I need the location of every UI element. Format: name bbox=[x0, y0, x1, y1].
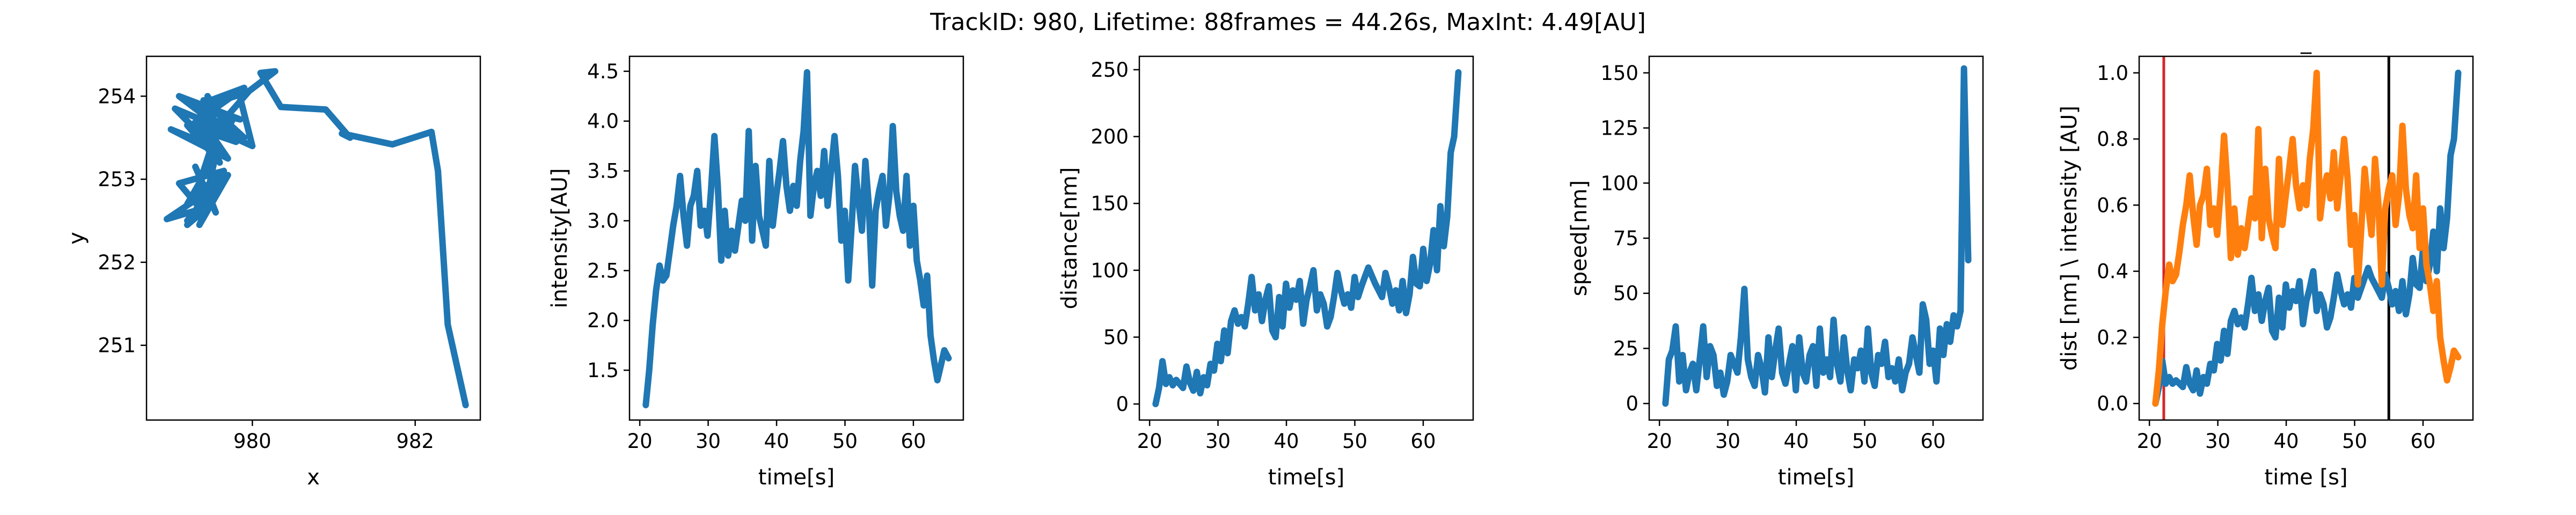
panel-2-ytick-label: 2.0 bbox=[587, 309, 619, 332]
panel-2-ytick-label: 4.0 bbox=[587, 110, 619, 133]
panel-2-ytick-label: 1.5 bbox=[587, 359, 619, 382]
panel-3-xtick-label: 50 bbox=[1342, 430, 1367, 453]
panel-1-xlabel: x bbox=[307, 465, 320, 490]
panel-4-ytick-label: 75 bbox=[1613, 227, 1638, 250]
panel-5-xlabel: time [s] bbox=[2264, 465, 2347, 490]
panel-5-ytick-label: 0.2 bbox=[2097, 326, 2128, 349]
panel-2-plot-area bbox=[642, 69, 952, 409]
panel-3-series-1-line bbox=[1152, 69, 1462, 408]
panel-3-ytick-label: 200 bbox=[1091, 126, 1129, 149]
panel-5-xtick-label: 60 bbox=[2410, 430, 2435, 453]
panel-4-ytick-label: 0 bbox=[1626, 392, 1638, 415]
panel-5-xtick-label: 30 bbox=[2205, 430, 2230, 453]
panel-3-ytick-label: 250 bbox=[1091, 58, 1129, 82]
panel-3-xtick-label: 40 bbox=[1274, 430, 1299, 453]
panel-5-ytick-label: 0.0 bbox=[2097, 392, 2128, 415]
panel-1-xtick-label: 982 bbox=[396, 430, 434, 453]
panel-4-ytick-label: 50 bbox=[1613, 282, 1638, 305]
panel-1-plot-area bbox=[163, 68, 469, 409]
panel-5-series-2-line bbox=[2152, 69, 2462, 407]
chart-panel-2: 20 30 40 50 60 1.5 2.0 2.5 3.0 3.5 4.0 4.5 time[s] in… bbox=[547, 55, 964, 490]
panel-5-xtick-label: 20 bbox=[2137, 430, 2162, 453]
panel-3-xlabel: time[s] bbox=[1268, 465, 1344, 490]
panel-3-xtick-label: 30 bbox=[1205, 430, 1231, 453]
panel-5-ytick-label: 0.6 bbox=[2097, 194, 2128, 217]
panel-2-xtick-label: 40 bbox=[764, 430, 789, 453]
panel-1-ylabel: y bbox=[64, 232, 89, 245]
panel-2-ylabel: intensity[AU] bbox=[547, 168, 572, 308]
panel-1-ytick-label: 251 bbox=[98, 334, 136, 357]
panel-2-xtick-label: 60 bbox=[901, 430, 926, 453]
panel-1-xtick-label: 980 bbox=[233, 430, 272, 453]
panels: 980 982 251 252 253 254 x y 20 30 40 50 60 1.5 2.0 2.5 3… bbox=[64, 30, 2474, 490]
panel-2-ytick-label: 3.5 bbox=[587, 160, 619, 183]
panel-2-xtick-label: 20 bbox=[627, 430, 653, 453]
figure-suptitle: TrackID: 980, Lifetime: 88frames = 44.26… bbox=[930, 9, 1646, 36]
panel-1-ytick-label: 253 bbox=[98, 168, 136, 191]
panel-5-title: _ bbox=[2300, 30, 2312, 54]
panel-3-ytick-label: 150 bbox=[1091, 192, 1129, 215]
panel-5-series-1-line bbox=[2152, 69, 2462, 407]
panel-2-ytick-label: 2.5 bbox=[587, 259, 619, 282]
panel-3-xtick-label: 20 bbox=[1137, 430, 1162, 453]
panel-3-plot-area bbox=[1152, 69, 1462, 408]
panel-3-ytick-label: 50 bbox=[1103, 326, 1129, 349]
panel-2-xtick-label: 50 bbox=[832, 430, 858, 453]
panel-2-xtick-label: 30 bbox=[696, 430, 721, 453]
panel-1-ytick-label: 252 bbox=[98, 251, 136, 274]
chart-panel-4: 20 30 40 50 60 0 25 50 75 100 125 150 time[s] speed[n… bbox=[1567, 55, 1984, 490]
panel-4-xtick-label: 50 bbox=[1852, 430, 1877, 453]
panel-5-ytick-label: 0.4 bbox=[2097, 260, 2128, 283]
panel-4-xtick-label: 20 bbox=[1647, 430, 1672, 453]
panel-1-frame bbox=[145, 55, 481, 421]
panel-2-xlabel: time[s] bbox=[758, 465, 835, 490]
panel-3-ytick-label: 0 bbox=[1116, 393, 1129, 416]
panel-4-series-1-line bbox=[1662, 65, 1972, 407]
panel-4-ylabel: speed[nm] bbox=[1567, 180, 1592, 296]
panel-2-ytick-label: 4.5 bbox=[587, 60, 619, 83]
panel-4-xtick-label: 40 bbox=[1783, 430, 1809, 453]
panel-5-ytick-label: 1.0 bbox=[2097, 62, 2128, 85]
panel-1-series-1-line bbox=[163, 68, 469, 409]
chart-panel-5: 20 30 40 50 60 0.0 0.2 0.4 0.6 0.8 1.0 time [s] dist… bbox=[2057, 30, 2474, 490]
panel-4-xtick-label: 30 bbox=[1715, 430, 1740, 453]
panel-3-ytick-label: 100 bbox=[1091, 259, 1129, 282]
panel-5-xtick-label: 50 bbox=[2342, 430, 2367, 453]
panel-4-ytick-label: 150 bbox=[1600, 62, 1638, 85]
panel-5-ytick-label: 0.8 bbox=[2097, 128, 2128, 151]
chart-panel-1: 980 982 251 252 253 254 x y bbox=[64, 55, 481, 490]
panel-4-plot-area bbox=[1662, 65, 1972, 407]
chart-panel-3: 20 30 40 50 60 0 50 100 150 200 250 time[s] distance… bbox=[1057, 55, 1474, 490]
panel-3-frame bbox=[1138, 55, 1474, 421]
panel-2-frame bbox=[628, 55, 964, 421]
panel-5-frame bbox=[2138, 55, 2474, 421]
panel-5-xtick-label: 40 bbox=[2273, 430, 2299, 453]
panel-5-plot-area bbox=[2152, 56, 2462, 420]
panel-3-xtick-label: 60 bbox=[1410, 430, 1436, 453]
panel-4-ytick-label: 125 bbox=[1600, 117, 1638, 140]
panel-4-ytick-label: 100 bbox=[1600, 172, 1638, 195]
panel-3-ylabel: distance[nm] bbox=[1057, 167, 1082, 309]
panel-1-ytick-label: 254 bbox=[98, 85, 136, 108]
panel-4-xtick-label: 60 bbox=[1920, 430, 1945, 453]
panel-4-ytick-label: 25 bbox=[1613, 337, 1638, 360]
panel-5-ylabel: dist [nm] \ intensity [AU] bbox=[2057, 106, 2082, 371]
panel-2-ytick-label: 3.0 bbox=[587, 209, 619, 232]
panel-2-series-1-line bbox=[642, 69, 952, 409]
panel-4-xlabel: time[s] bbox=[1778, 465, 1854, 490]
